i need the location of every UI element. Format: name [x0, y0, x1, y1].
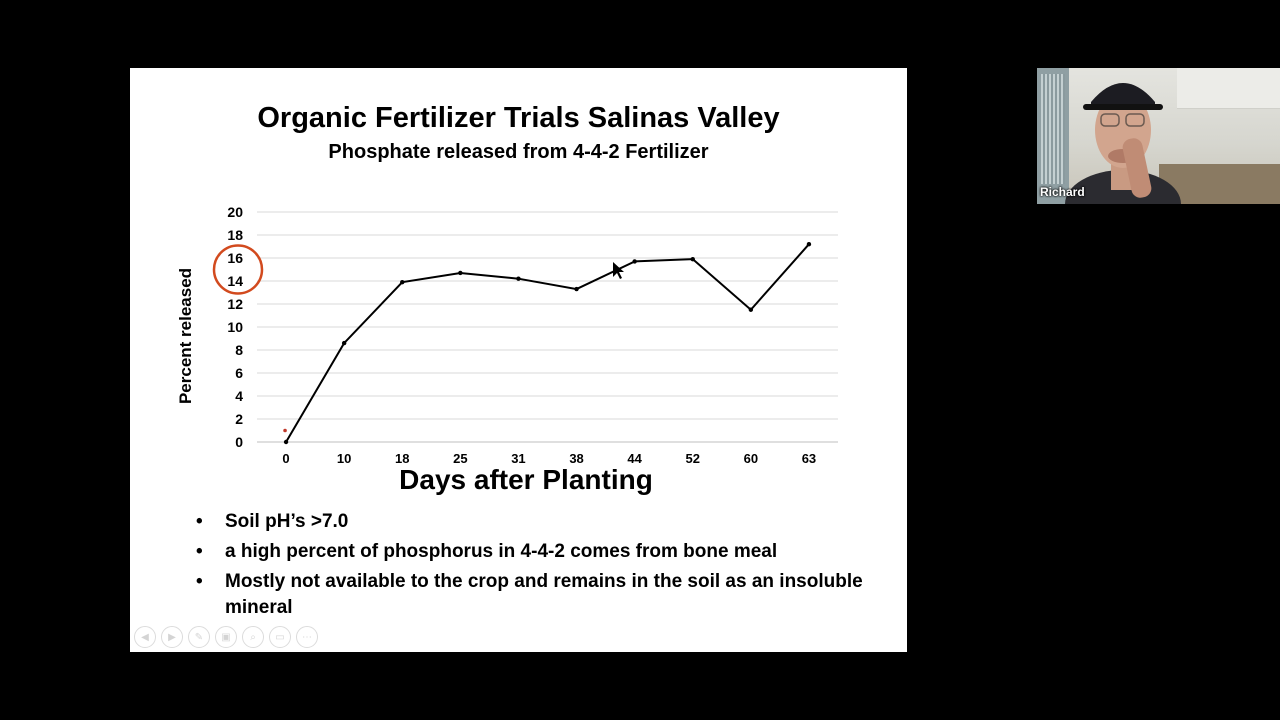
- y-tick-label: 0: [235, 434, 243, 450]
- slide-title: Organic Fertilizer Trials Salinas Valley: [257, 102, 780, 134]
- x-tick-label: 63: [802, 451, 816, 466]
- y-tick-label: 14: [227, 273, 243, 289]
- video-ceiling: [1177, 68, 1280, 109]
- more-icon: ⋯: [302, 631, 312, 643]
- participant-avatar: [1065, 83, 1181, 204]
- more-options-button[interactable]: ⋯: [296, 626, 318, 648]
- line-chart: 0 2 4 6 8 10 12 14 16 18 20 0 10 18 25 31 38 44 52 60 63 Pe…: [176, 204, 838, 495]
- data-point: [806, 242, 812, 247]
- data-point: [400, 279, 405, 285]
- y-axis-label: Percent released: [176, 268, 195, 404]
- previous-slide-button[interactable]: ◀: [134, 626, 156, 648]
- pen-icon: ✎: [194, 631, 204, 643]
- y-tick-label: 20: [227, 204, 243, 220]
- y-tick-label: 6: [235, 365, 243, 381]
- slideshow-toolbar: ◀ ▶ ✎ ▣ ⌕ ▭ ⋯: [130, 626, 318, 648]
- data-point: [690, 256, 695, 262]
- x-tick-label: 44: [627, 451, 642, 466]
- bullet-item: Mostly not available to the crop and rem…: [194, 569, 894, 621]
- mouse-cursor-icon: [613, 262, 624, 279]
- magnifier-icon: ⌕: [250, 631, 256, 643]
- zoom-button[interactable]: ⌕: [242, 626, 264, 648]
- y-tick-label: 8: [235, 342, 243, 358]
- x-tick-label: 10: [337, 451, 351, 466]
- next-slide-button[interactable]: ▶: [161, 626, 183, 648]
- data-point: [748, 307, 754, 312]
- subtitles-button[interactable]: ▭: [269, 626, 291, 648]
- data-point: [574, 286, 579, 292]
- data-point: [283, 439, 289, 445]
- slide-subtitle: Phosphate released from 4-4-2 Fertilizer: [328, 141, 709, 163]
- participant-name: Richard: [1040, 185, 1085, 199]
- presentation-slide: Organic Fertilizer Trials Salinas Valley…: [130, 68, 907, 652]
- data-point: [516, 276, 521, 281]
- series-line: [285, 243, 810, 443]
- arrow-left-icon: ◀: [141, 631, 149, 643]
- y-tick-label: 10: [227, 319, 243, 335]
- pen-tool-button[interactable]: ✎: [188, 626, 210, 648]
- slides-icon: ▣: [221, 631, 231, 643]
- y-tick-label: 18: [227, 227, 243, 243]
- y-tick-label: 2: [235, 411, 243, 427]
- x-tick-label: 0: [282, 451, 289, 466]
- laser-pointer-dot: [283, 428, 287, 433]
- participant-video[interactable]: Richard: [1037, 68, 1280, 204]
- video-window: [1037, 68, 1069, 204]
- highlight-circle: [212, 244, 264, 295]
- bullet-item: Soil pH’s >7.0: [194, 509, 894, 535]
- x-tick-label: 38: [569, 451, 583, 466]
- arrow-right-icon: ▶: [168, 631, 176, 643]
- y-tick-label: 12: [227, 296, 243, 312]
- data-point: [341, 340, 347, 346]
- slides-view-button[interactable]: ▣: [215, 626, 237, 648]
- bullet-list: Soil pH’s >7.0 a high percent of phospho…: [194, 509, 894, 625]
- x-tick-label: 18: [395, 451, 409, 466]
- x-tick-label: 31: [511, 451, 525, 466]
- bullet-item: a high percent of phosphorus in 4-4-2 co…: [194, 539, 894, 565]
- subtitles-icon: ▭: [275, 631, 285, 643]
- y-tick-label: 16: [227, 250, 243, 266]
- data-point: [458, 270, 463, 276]
- data-point: [632, 259, 637, 264]
- x-axis-label: Days after Planting: [399, 464, 653, 495]
- x-tick-label: 52: [686, 451, 700, 466]
- y-tick-label: 4: [235, 388, 243, 404]
- x-tick-label: 25: [453, 451, 467, 466]
- x-tick-label: 60: [744, 451, 758, 466]
